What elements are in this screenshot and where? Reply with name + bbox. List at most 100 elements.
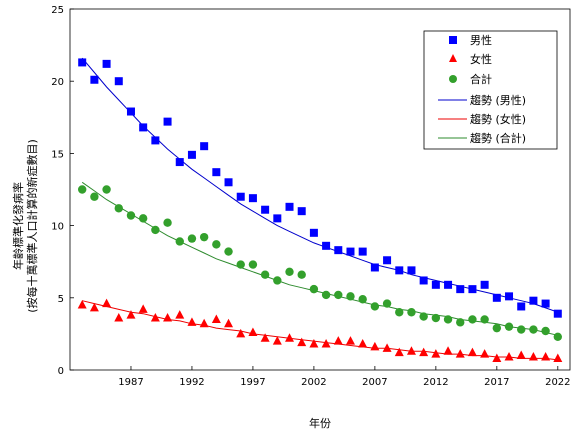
point-total xyxy=(407,308,416,317)
point-total xyxy=(236,260,245,269)
point-male xyxy=(224,178,233,187)
point-male xyxy=(358,247,367,256)
y-tick-label: 10 xyxy=(51,222,64,233)
point-male xyxy=(505,292,514,301)
x-axis-title: 年份 xyxy=(309,416,331,430)
point-female xyxy=(394,347,404,357)
point-female xyxy=(211,314,221,323)
point-total xyxy=(102,185,111,194)
point-total xyxy=(90,192,99,201)
legend: 男性 女性 合計 趨勢 (男性) 趨勢 (女性) 趨勢 (合計) xyxy=(423,30,558,150)
legend-male-marker xyxy=(449,36,457,44)
point-female xyxy=(187,317,197,326)
y-axis-title-line-2: (按每十萬標準人口計算的新症數目) xyxy=(25,139,39,313)
point-total xyxy=(297,270,306,279)
point-male xyxy=(248,194,257,203)
point-female xyxy=(285,333,295,342)
point-female xyxy=(455,349,465,358)
y-tick-label: 20 xyxy=(51,77,64,88)
point-male xyxy=(395,266,404,275)
legend-total-trend-label: 趨勢 (合計) xyxy=(470,131,526,145)
point-male xyxy=(114,77,123,86)
point-total xyxy=(114,204,123,213)
point-total xyxy=(163,218,172,227)
legend-box xyxy=(423,30,558,150)
point-total xyxy=(175,237,184,246)
point-male xyxy=(163,117,172,126)
point-male xyxy=(468,285,477,294)
point-female xyxy=(126,310,136,319)
data-points xyxy=(77,58,563,362)
point-female xyxy=(138,304,148,313)
legend-male-trend-label: 趨勢 (男性) xyxy=(470,93,526,107)
point-total xyxy=(443,315,453,324)
axis-ticks: 0 5 10 15 20 25 1987 1992 1997 2002 2007 2012 2017 20… xyxy=(51,5,570,388)
point-male xyxy=(90,75,99,84)
point-male xyxy=(492,293,501,302)
y-tick-label: 5 xyxy=(58,294,64,305)
point-female xyxy=(309,339,319,348)
point-female xyxy=(419,347,429,357)
point-male xyxy=(273,214,282,223)
x-tick-label: 1997 xyxy=(240,377,265,388)
point-male xyxy=(444,280,453,289)
point-female xyxy=(492,353,502,362)
point-female xyxy=(236,328,246,338)
point-female xyxy=(431,349,441,358)
point-female xyxy=(77,300,87,309)
point-female xyxy=(553,353,563,362)
y-tick-label: 0 xyxy=(58,366,64,377)
point-female xyxy=(516,350,526,360)
point-male xyxy=(285,202,294,211)
trend-line-2 xyxy=(81,181,558,336)
point-total xyxy=(346,292,355,301)
point-total xyxy=(480,315,489,324)
point-male xyxy=(370,263,379,272)
legend-female-marker xyxy=(449,54,457,62)
x-tick-label: 2012 xyxy=(423,377,448,388)
point-female xyxy=(333,336,343,345)
point-male xyxy=(456,285,465,294)
point-female xyxy=(114,313,124,322)
point-male xyxy=(407,266,416,275)
point-total xyxy=(334,290,343,300)
point-total xyxy=(358,295,367,304)
legend-female-label: 女性 xyxy=(470,52,492,66)
point-male xyxy=(383,256,392,265)
point-total xyxy=(382,299,392,308)
x-tick-label: 1987 xyxy=(118,377,143,388)
legend-total-marker xyxy=(449,75,457,83)
x-tick-label: 2022 xyxy=(545,377,570,388)
point-total xyxy=(456,318,465,327)
point-female xyxy=(260,333,270,342)
point-female xyxy=(248,327,258,336)
point-male xyxy=(480,280,489,289)
point-male xyxy=(517,302,526,311)
point-male xyxy=(309,228,318,237)
legend-male-label: 男性 xyxy=(470,33,492,47)
point-female xyxy=(297,337,307,347)
point-total xyxy=(309,284,319,294)
point-total xyxy=(431,313,441,323)
point-total xyxy=(187,234,197,243)
point-total xyxy=(541,326,550,336)
x-tick-label: 2017 xyxy=(484,377,509,388)
x-tick-label: 1992 xyxy=(179,377,204,388)
point-total xyxy=(504,322,514,331)
point-male xyxy=(175,158,184,167)
point-total xyxy=(248,260,258,269)
point-male xyxy=(541,299,550,308)
y-axis-title-line-1: 年齡標準化發病率 xyxy=(11,182,25,270)
point-total xyxy=(224,247,233,256)
point-total xyxy=(212,240,221,249)
point-female xyxy=(163,313,173,322)
point-male xyxy=(431,280,440,289)
point-female xyxy=(528,352,538,361)
point-total xyxy=(321,290,331,300)
point-female xyxy=(150,313,160,322)
point-total xyxy=(419,312,428,321)
point-total xyxy=(553,332,563,341)
point-total xyxy=(529,325,538,334)
point-male xyxy=(212,168,221,177)
